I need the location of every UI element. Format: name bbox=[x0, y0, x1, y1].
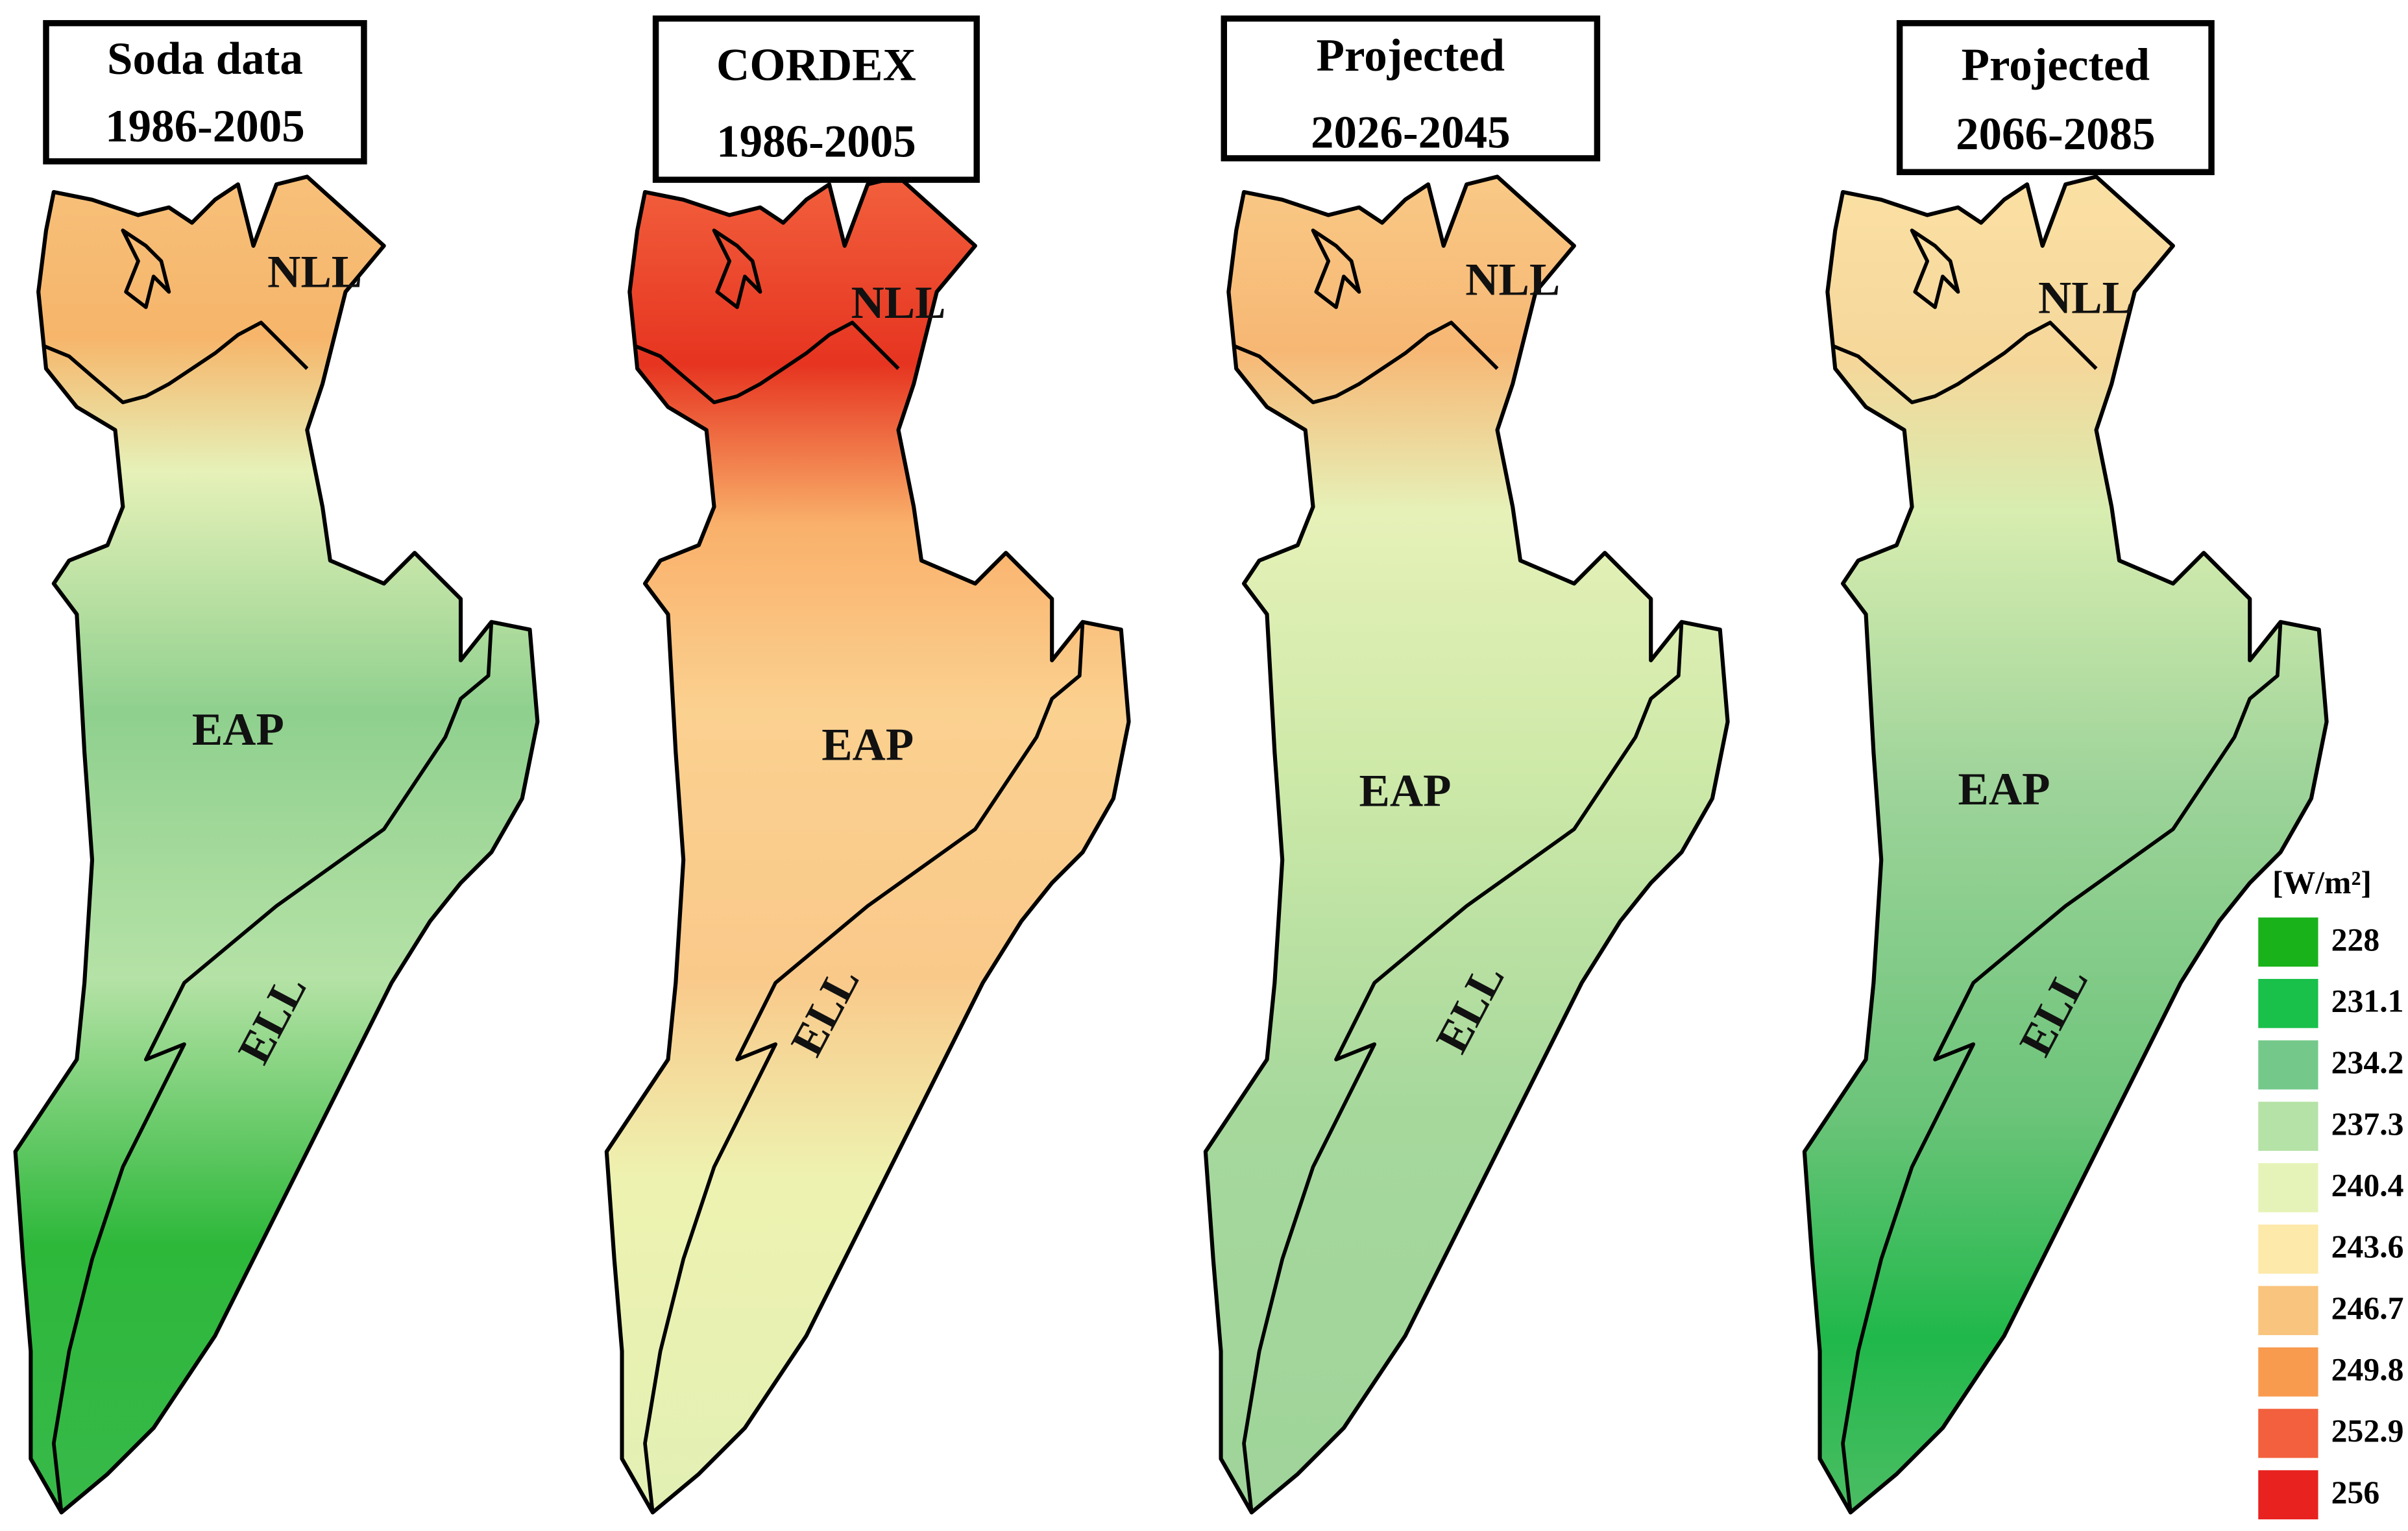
legend-swatch bbox=[2256, 1345, 2320, 1399]
legend-label: 228 bbox=[2331, 922, 2380, 958]
panel-period: 1986-2005 bbox=[105, 101, 305, 152]
legend-swatch bbox=[2256, 1039, 2320, 1091]
panel-title: CORDEX bbox=[716, 40, 916, 90]
map bbox=[1805, 176, 2327, 1512]
legend-swatch bbox=[2256, 1284, 2320, 1337]
legend-swatch bbox=[2256, 915, 2320, 969]
region-label: NLL bbox=[851, 278, 946, 328]
legend-label: 234.2 bbox=[2331, 1044, 2404, 1080]
legend-label: 246.7 bbox=[2331, 1290, 2404, 1326]
region-label: EAP bbox=[192, 705, 284, 755]
legend-swatch bbox=[2256, 1407, 2320, 1460]
title-box bbox=[1896, 19, 2215, 176]
legend-swatch bbox=[2256, 1100, 2320, 1153]
legend-label: 240.4 bbox=[2331, 1167, 2404, 1203]
legend-unit: [W/m²] bbox=[2272, 865, 2372, 900]
map bbox=[16, 176, 538, 1512]
map bbox=[1206, 176, 1728, 1512]
legend-label: 243.6 bbox=[2331, 1229, 2404, 1264]
title-box bbox=[652, 15, 980, 183]
region-label: NLL bbox=[2038, 273, 2133, 324]
panel-period: 1986-2005 bbox=[716, 117, 916, 167]
legend-swatch bbox=[2256, 1223, 2320, 1275]
region-label: EAP bbox=[1359, 766, 1452, 816]
region-label: EAP bbox=[1958, 764, 2050, 815]
legend-label: 249.8 bbox=[2331, 1351, 2404, 1387]
map-panels: Soda data1986-2005NLLEAPELLCORDEX1986-20… bbox=[16, 15, 2327, 1513]
panel-title: Projected bbox=[1317, 30, 1505, 81]
title-box bbox=[1221, 15, 1601, 162]
legend: [W/m²] 228 231.1 234.2 237.3 240.4 243.6 246.7… bbox=[2256, 865, 2404, 1521]
legend-swatch bbox=[2256, 977, 2320, 1030]
region-label: NLL bbox=[1465, 254, 1560, 305]
legend-swatch bbox=[2256, 1161, 2320, 1214]
panel-title: Soda data bbox=[107, 34, 303, 84]
legend-label: 231.1 bbox=[2331, 983, 2404, 1019]
legend-label: 237.3 bbox=[2331, 1106, 2404, 1142]
region-label: EAP bbox=[821, 719, 914, 770]
panel-period: 2066-2085 bbox=[1956, 109, 2156, 160]
map bbox=[607, 176, 1129, 1512]
legend-items: 228 231.1 234.2 237.3 240.4 243.6 246.7 249.8 25… bbox=[2256, 915, 2404, 1521]
panel-title: Projected bbox=[1962, 40, 2150, 90]
region-label: NLL bbox=[267, 247, 362, 298]
panel-period: 2026-2045 bbox=[1311, 107, 1511, 158]
title-box bbox=[43, 19, 367, 165]
legend-swatch bbox=[2256, 1468, 2320, 1521]
legend-label: 256 bbox=[2331, 1475, 2380, 1510]
legend-label: 252.9 bbox=[2331, 1413, 2404, 1449]
